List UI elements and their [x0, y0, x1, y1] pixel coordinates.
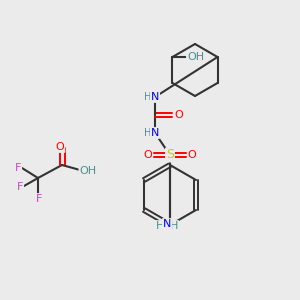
Text: O: O: [144, 150, 152, 160]
Text: F: F: [36, 194, 42, 204]
Text: H: H: [156, 221, 164, 231]
Text: O: O: [188, 150, 196, 160]
Text: O: O: [175, 110, 183, 120]
Text: OH: OH: [187, 52, 204, 62]
Text: N: N: [163, 219, 171, 229]
Text: H: H: [144, 92, 152, 102]
Text: F: F: [15, 163, 21, 173]
Text: H: H: [170, 221, 178, 231]
Text: F: F: [17, 182, 23, 192]
Text: N: N: [151, 92, 159, 102]
Text: OH: OH: [80, 166, 97, 176]
Text: S: S: [166, 148, 174, 161]
Text: H: H: [144, 128, 152, 138]
Text: N: N: [151, 128, 159, 138]
Text: O: O: [56, 142, 64, 152]
